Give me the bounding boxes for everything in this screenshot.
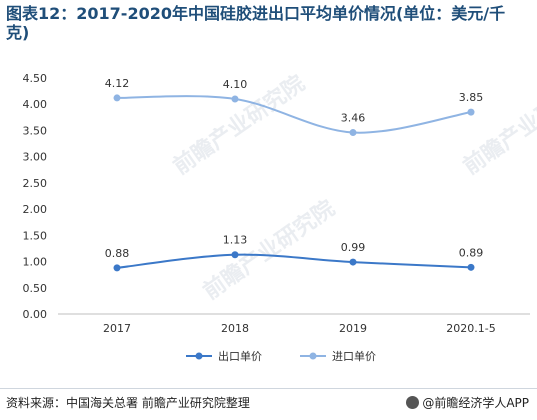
series-layer: 0.88 1.13 0.99 0.89 4.12 4.10 3.46 3.85 [105,77,484,272]
y-tick-label: 0.50 [23,282,48,295]
x-tick-label: 2018 [221,322,249,335]
chart: 前瞻产业研究院 前瞻产业研究院 前瞻产业研究院 0.00 0.50 1.00 1.50… [23,70,537,363]
y-tick-label: 4.50 [23,72,48,85]
watermarks: 前瞻产业研究院 前瞻产业研究院 前瞻产业研究院 [169,70,537,305]
data-point-import [231,95,239,103]
data-label-import: 4.12 [105,77,130,90]
data-point-import [113,94,121,102]
legend-marker-import [309,352,317,360]
y-tick-label: 1.50 [23,229,48,242]
series-line-export [116,253,472,269]
y-tick-label: 4.00 [23,98,48,111]
divider [0,388,537,389]
y-tick-label: 2.50 [23,177,48,190]
data-label-import: 3.46 [341,112,366,125]
x-tick-label: 2019 [339,322,367,335]
data-label-import: 3.85 [459,91,484,104]
legend-label-export: 出口单价 [218,349,262,363]
data-point-export [467,263,475,271]
legend: 出口单价 进口单价 [186,349,376,363]
data-label-export: 0.88 [105,247,130,260]
legend-marker-export [195,352,203,360]
data-point-export [113,264,121,272]
watermark: 前瞻产业研究院 [199,195,340,305]
y-tick-label: 1.00 [23,256,48,269]
data-point-export [231,251,239,259]
brand-icon [406,396,420,409]
data-label-export: 0.89 [459,246,484,259]
watermark: 前瞻产业研究院 [459,70,537,180]
series-line-import [116,95,472,134]
brand-credit: @前瞻经济学人APP [406,394,529,411]
y-tick-label: 3.00 [23,151,48,164]
chart-title: 图表12：2017-2020年中国硅胶进出口平均单价情况(单位：美元/千克) [6,4,506,42]
y-tick-label: 0.00 [23,308,48,321]
legend-label-import: 进口单价 [332,350,376,363]
y-tick-label: 2.00 [23,203,48,216]
data-label-export: 1.13 [223,234,248,247]
data-point-export [349,258,357,266]
x-tick-label: 2017 [103,322,131,335]
data-label-import: 4.10 [223,78,248,91]
data-point-import [349,129,357,137]
axes: 0.00 0.50 1.00 1.50 2.00 2.50 3.00 3.50 4.00 4.50… [23,72,530,335]
data-label-export: 0.99 [341,241,366,254]
x-tick-label: 2020.1-5 [446,322,495,335]
y-tick-label: 3.50 [23,124,48,137]
brand-label: @前瞻经济学人APP [422,396,529,410]
source-note: 资料来源：中国海关总署 前瞻产业研究院整理 [6,396,250,410]
data-point-import [467,108,475,116]
